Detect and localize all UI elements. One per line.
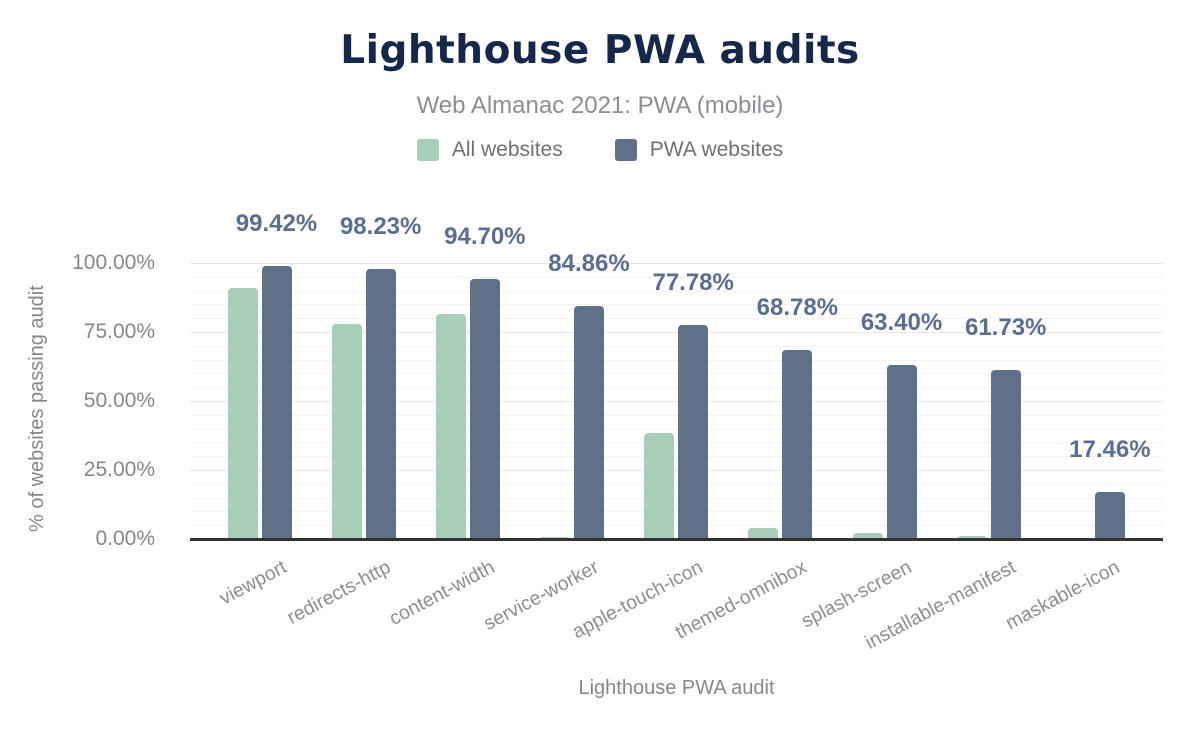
y-axis-title: % of websites passing audit [26, 285, 48, 532]
gridline [190, 290, 1163, 292]
bar-viewport-pwa[interactable] [261, 265, 292, 540]
x-tick-label-splash-screen: splash-screen [797, 556, 915, 633]
legend-item-pwa-websites: PWA websites [614, 138, 784, 162]
y-tick-label: 75.00% [83, 320, 155, 343]
x-axis-title: Lighthouse PWA audit [578, 677, 775, 699]
x-tick-label-service-worker: service-worker [480, 556, 603, 635]
bar-splash-screen-pwa[interactable] [886, 365, 917, 540]
chart-title: Lighthouse PWA audits [340, 28, 860, 73]
plot-area: 99.42% 98.23% 94.70% 84.86% 77.78% 68.78% 63.4… [190, 211, 1163, 540]
gridline [190, 483, 1163, 485]
gridline [190, 414, 1163, 416]
bar-redirects-http-pwa[interactable] [365, 268, 396, 540]
gridline [190, 318, 1163, 320]
gridline [190, 304, 1163, 306]
data-label-themed-omnibox: 68.78% [756, 294, 839, 322]
y-axis-tick-labels: 0.00% 25.00% 50.00% 75.00% 100.00% [0, 251, 173, 550]
gridline [190, 511, 1163, 513]
gridline [190, 525, 1163, 527]
gridline [190, 497, 1163, 499]
legend-swatch [614, 139, 637, 161]
gridline [190, 387, 1163, 389]
bar-content-width-all[interactable] [435, 314, 466, 540]
gridline [190, 263, 1163, 264]
chart-subtitle: Web Almanac 2021: PWA (mobile) [416, 92, 784, 119]
data-label-installable-manifest: 61.73% [964, 313, 1047, 341]
bar-apple-touch-icon-pwa[interactable] [678, 325, 709, 540]
bar-themed-omnibox-all[interactable] [748, 528, 779, 540]
bar-installable-manifest-pwa[interactable] [990, 369, 1021, 540]
x-tick-label-installable-manifest: installable-manifest [861, 556, 1020, 654]
legend-item-all-websites: All websites [416, 138, 563, 162]
gridline [190, 456, 1163, 458]
data-label-redirects-http: 98.23% [339, 212, 422, 240]
bar-maskable-icon-pwa[interactable] [1094, 491, 1125, 540]
y-tick-label: 100.00% [72, 251, 155, 274]
data-label-splash-screen: 63.40% [860, 309, 943, 337]
data-label-service-worker: 84.86% [548, 249, 630, 277]
gridline [190, 428, 1163, 430]
gridline [190, 373, 1163, 375]
gridline [190, 276, 1163, 278]
legend-label: All websites [451, 138, 563, 161]
legend: All websites PWA websites [0, 138, 1200, 162]
y-tick-label: 0.00% [95, 527, 155, 550]
data-label-viewport: 99.42% [235, 209, 318, 237]
x-tick-label-themed-omnibox: themed-omnibox [672, 556, 811, 644]
legend-label: PWA websites [649, 138, 784, 161]
bar-service-worker-pwa[interactable] [574, 305, 604, 540]
gridline [190, 470, 1163, 471]
gridline [190, 345, 1163, 347]
bar-themed-omnibox-pwa[interactable] [782, 350, 813, 540]
x-tick-label-redirects-http: redirects-http [283, 556, 394, 629]
bar-redirects-http-all[interactable] [331, 324, 362, 540]
data-label-content-width: 94.70% [444, 222, 526, 250]
x-tick-label-maskable-icon: maskable-icon [1001, 556, 1124, 635]
bar-apple-touch-icon-all[interactable] [644, 432, 675, 540]
data-label-maskable-icon: 17.46% [1069, 435, 1151, 463]
x-axis-line [190, 538, 1163, 541]
x-tick-label-apple-touch-icon: apple-touch-icon [568, 556, 707, 644]
gridline [190, 401, 1163, 402]
x-axis-tick-labels: viewport redirects-http content-width servi… [190, 540, 1163, 670]
gridline [190, 442, 1163, 444]
y-tick-label: 25.00% [83, 458, 155, 481]
y-tick-label: 50.00% [83, 389, 155, 412]
gridline [190, 359, 1163, 361]
legend-swatch [416, 139, 439, 161]
bar-splash-screen-all[interactable] [852, 533, 883, 540]
bar-content-width-pwa[interactable] [469, 278, 500, 540]
gridline [190, 332, 1163, 333]
bar-viewport-all[interactable] [227, 288, 258, 540]
data-label-apple-touch-icon: 77.78% [652, 269, 734, 297]
x-tick-label-content-width: content-width [385, 556, 499, 630]
x-tick-label-viewport: viewport [215, 556, 290, 610]
